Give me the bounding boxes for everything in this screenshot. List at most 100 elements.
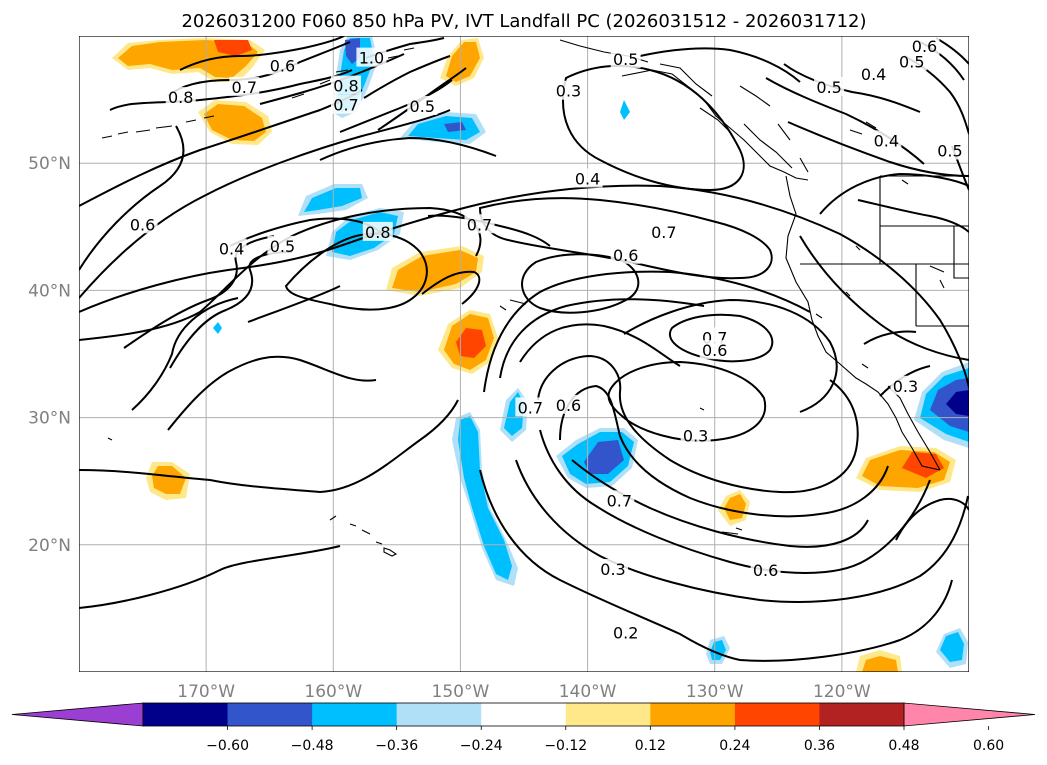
pv-feature-blob (620, 100, 630, 120)
contour-label: 0.3 (893, 377, 918, 396)
contour-label: 0.6 (753, 561, 778, 580)
contour-label-group: 0.6 (750, 560, 781, 580)
colorbar-tick-label: 0.48 (888, 738, 919, 754)
contour-label-bg (267, 55, 298, 75)
longitude-tick-label: 130°W (686, 682, 744, 702)
contour-label-bg (896, 51, 927, 71)
contour-label-bg (553, 394, 584, 414)
contour-line (79, 109, 451, 299)
contour-line (131, 297, 239, 411)
contour-label-group: 0.3 (890, 375, 921, 396)
contour-label-group: 0.7 (648, 221, 679, 242)
contour-line (319, 136, 497, 161)
contour-line (79, 399, 459, 494)
colorbar-tick-label: −0.36 (375, 738, 418, 754)
contour-label-bg (572, 168, 603, 188)
contour-label-bg (331, 94, 361, 114)
pv-feature-blob (936, 628, 968, 668)
contour-label-group: 0.7 (604, 490, 635, 510)
pv-feature-blob (146, 462, 190, 500)
contour-label-bg (598, 558, 628, 578)
colorbar-tick-label: 0.60 (973, 738, 1004, 754)
contour-label-group: 0.2 (610, 622, 641, 643)
colorbar-tick-label: −0.24 (460, 738, 503, 754)
contour-line (79, 545, 341, 609)
contour-label-bg (267, 235, 298, 255)
contour-line (421, 270, 481, 305)
contour-label-bg (553, 80, 584, 100)
contour-line (79, 184, 969, 389)
contour-label-group: 1.0 (356, 47, 387, 68)
contour-label-group: 0.4 (871, 130, 902, 150)
contour-line (819, 172, 969, 215)
contour-line (559, 384, 889, 518)
pv-feature-blob (556, 428, 638, 488)
colorbar: −0.60 −0.48 −0.36 −0.24 −0.12 0.12 0.24 0.36 0.4… (11, 702, 1036, 754)
contour-line (427, 214, 551, 247)
colorbar-tick-label: 0.36 (804, 738, 835, 754)
contour-line (247, 285, 341, 323)
pv-feature-blob (856, 446, 956, 492)
colorbar-tick-label: −0.60 (206, 738, 249, 754)
contour-label-group: 0.6 (699, 340, 730, 360)
colorbar-segment (481, 703, 567, 726)
contour-label: 0.6 (912, 37, 937, 56)
contour-line (863, 330, 917, 345)
contour-label-group: 0.4 (216, 238, 247, 258)
contour-label: 0.4 (575, 169, 600, 188)
contour-label-group: 0.3 (598, 558, 628, 579)
contour-line (515, 459, 969, 603)
contour-label: 0.8 (365, 223, 390, 242)
longitude-tick-labels: 170°W 160°W 150°W 140°W 130°W 120°W (177, 682, 871, 702)
contour-line (167, 41, 351, 97)
contour-label-bg (871, 130, 902, 150)
contour-label: 0.7 (651, 223, 676, 242)
contour-label-bg (890, 375, 921, 395)
contour-label: 0.3 (556, 82, 581, 101)
contour-label: 0.5 (270, 237, 295, 256)
contour-label-group: 0.5 (896, 51, 927, 71)
chart-title: 2026031200 F060 850 hPa PV, IVT Landfall… (181, 11, 866, 32)
contour-label-group: 0.8 (362, 221, 393, 242)
latitude-tick-labels: 50°N 40°N 30°N 20°N (28, 154, 71, 556)
contour-label: 0.7 (518, 398, 543, 417)
contour-label-group: 0.5 (407, 95, 438, 116)
pv-feature-blob (452, 412, 518, 586)
latitude-tick-label: 40°N (28, 281, 71, 301)
contour-line (179, 36, 345, 71)
contour-label: 0.2 (613, 624, 638, 643)
colorbar-segment (565, 703, 651, 726)
contour-line (519, 323, 681, 367)
contour-line (571, 459, 869, 548)
contour-label: 0.6 (270, 56, 295, 75)
contour-line (787, 121, 969, 177)
contour-line (537, 354, 859, 494)
colorbar-segment (312, 703, 398, 726)
contour-label: 0.7 (232, 78, 257, 97)
contour-line (669, 313, 774, 363)
pv-feature-blob (440, 38, 484, 86)
colorbar-extend-high (903, 702, 1036, 727)
contour-label-bg (356, 47, 387, 67)
contour-label-group: 0.4 (858, 64, 889, 84)
contour-label: 0.5 (816, 78, 841, 97)
contour-line (169, 251, 293, 369)
contour-label-bg (648, 221, 679, 241)
colorbar-tick-label: 0.24 (719, 738, 750, 754)
contour-label-bg (407, 95, 438, 115)
colorbar-segment (819, 703, 905, 726)
pv-feature-blob (914, 362, 969, 448)
contour-line (639, 47, 801, 83)
colorbar-tick-label: 0.12 (635, 738, 666, 754)
contour-line (483, 270, 811, 393)
colorbar-segment (143, 703, 229, 726)
contour-label: 0.5 (410, 97, 435, 116)
contour-line (499, 298, 705, 379)
contour-label-group: 0.8 (331, 75, 361, 96)
contour-label-group: 0.6 (909, 36, 940, 56)
contour-label: 0.6 (613, 246, 638, 265)
contour-label-bg (127, 214, 158, 234)
contour-label-bg (934, 140, 965, 160)
contour-line (607, 360, 767, 442)
